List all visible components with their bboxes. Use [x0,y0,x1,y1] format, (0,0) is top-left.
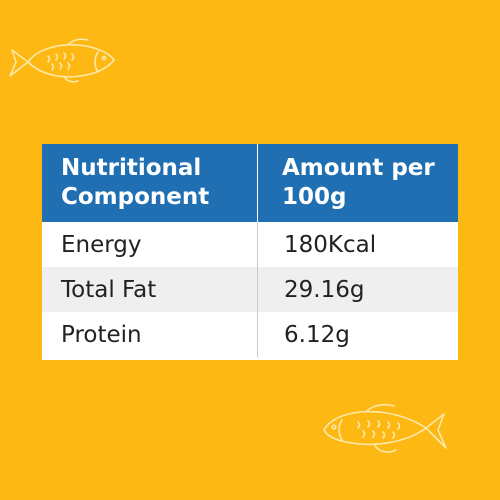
row-value: 29.16g [284,276,365,303]
row-label: Total Fat [42,267,258,312]
row-label: Energy [42,222,258,267]
header-amount: Amount per 100g [282,155,435,210]
fish-icon [8,36,118,88]
row-label: Protein [42,312,258,357]
table-body: Energy 180Kcal Total Fat 29.16g Protein … [42,222,458,360]
table-header: Nutritional Component Amount per 100g [42,144,458,222]
row-value: 180Kcal [284,231,377,258]
fish-icon [318,400,448,462]
table-row: Energy 180Kcal [42,222,458,267]
header-component: Nutritional Component [42,144,258,222]
row-value: 6.12g [284,321,350,348]
table-row: Protein 6.12g [42,312,458,357]
table-row: Total Fat 29.16g [42,267,458,312]
nutrition-table: Nutritional Component Amount per 100g En… [42,144,458,360]
